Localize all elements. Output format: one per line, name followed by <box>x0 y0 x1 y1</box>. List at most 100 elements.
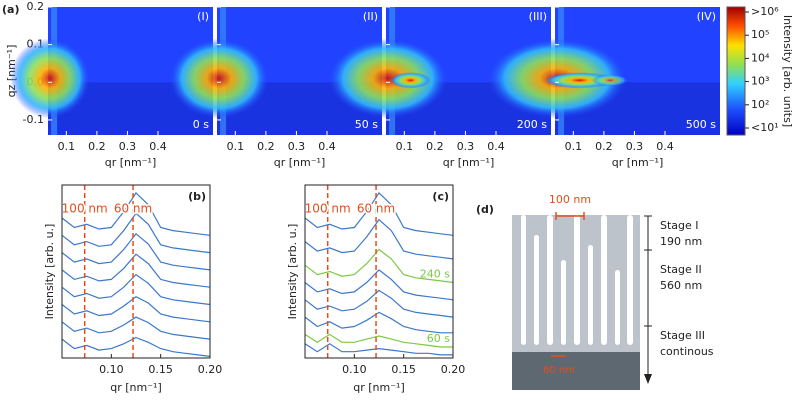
x-tick-label: 0.2 <box>595 140 613 153</box>
colorbar-label: Intensity [arb. units] <box>781 15 794 127</box>
reference-label: 60 nm <box>114 202 152 216</box>
scale-label: 60 nm <box>543 365 575 376</box>
heatmap-blob <box>328 38 448 119</box>
x-tick-label: 0.15 <box>391 363 416 376</box>
heatmap-blob <box>390 72 431 89</box>
x-tick-label: 0.3 <box>626 140 644 153</box>
heatmap-blob <box>169 38 269 119</box>
time-label: 200 s <box>517 118 547 131</box>
x-tick-label: 0.1 <box>58 140 76 153</box>
x-tick-label: 0.4 <box>318 140 336 153</box>
panel-label: (II) <box>363 10 378 23</box>
panel-label: (b) <box>188 190 206 203</box>
pore <box>615 270 620 345</box>
x-axis-label: qr [nm⁻¹] <box>353 381 405 394</box>
pore <box>588 245 593 345</box>
stage-name: Stage II <box>660 263 702 276</box>
curve <box>61 232 211 271</box>
x-axis-label: qr [nm⁻¹] <box>612 156 664 169</box>
panel-label: (III) <box>529 10 547 23</box>
curve <box>61 273 211 306</box>
x-tick-label: 0.4 <box>149 140 167 153</box>
pore <box>521 215 526 345</box>
pore <box>601 215 607 345</box>
panel-label: (I) <box>197 10 209 23</box>
x-tick-label: 0.1 <box>396 140 414 153</box>
x-axis-label: qr [nm⁻¹] <box>105 156 157 169</box>
curve <box>61 212 211 254</box>
x-tick-label: 0.15 <box>148 363 173 376</box>
reference-label: 100 nm <box>305 202 351 216</box>
x-tick-label: 0.2 <box>426 140 444 153</box>
curve <box>304 289 454 318</box>
colorbar-tick-label: 10⁴ <box>751 51 770 64</box>
x-axis-label: qr [nm⁻¹] <box>443 156 495 169</box>
x-tick-label: 0.1 <box>227 140 245 153</box>
curve <box>61 316 211 340</box>
colorbar-tick-label: <10¹ <box>751 121 779 134</box>
curve <box>304 269 454 301</box>
x-tick-label: 0.3 <box>288 140 306 153</box>
x-axis-label: qr [nm⁻¹] <box>110 381 162 394</box>
y-tick-label: 0.2 <box>27 0 45 13</box>
colorbar-tick-label: 10³ <box>751 75 769 88</box>
panel-label: (a) <box>2 3 19 16</box>
reference-label: 60 nm <box>357 202 395 216</box>
colorbar-tick-label: >10⁶ <box>751 5 779 18</box>
pore <box>534 235 539 345</box>
curve <box>304 311 453 334</box>
curve <box>304 218 454 260</box>
time-label: 0 s <box>193 118 209 131</box>
diagram: (d) 100 nm 60 nm Stage I 190 nm Stage II… <box>476 193 714 390</box>
heatmap-blob <box>10 38 90 119</box>
stage-size: continous <box>660 345 714 358</box>
time-label: 50 s <box>355 118 378 131</box>
stage-size: 190 nm <box>660 235 702 248</box>
colorbar-tick-label: 10² <box>751 98 769 111</box>
curve-label: 240 s <box>420 268 450 281</box>
y-axis-label: Intensity [arb. u.] <box>286 224 299 320</box>
x-tick-label: 0.10 <box>99 363 124 376</box>
panel-label: (c) <box>432 190 449 203</box>
curve <box>61 295 211 323</box>
x-tick-label: 0.4 <box>656 140 674 153</box>
colorbar-tick-label: 10⁵ <box>751 28 769 41</box>
plot-frame <box>304 184 454 359</box>
pore <box>561 260 566 345</box>
y-axis-label: Intensity [arb. u.] <box>43 224 56 320</box>
x-tick-label: 0.2 <box>88 140 106 153</box>
heatmap-blob <box>592 74 628 87</box>
curve <box>61 336 211 357</box>
curve <box>61 191 211 236</box>
reference-label: 100 nm <box>62 202 108 216</box>
curve <box>304 191 454 236</box>
stage-name: Stage I <box>660 219 699 232</box>
x-tick-label: 0.10 <box>342 363 367 376</box>
stage-size: 560 nm <box>660 279 702 292</box>
x-tick-label: 0.20 <box>198 363 223 376</box>
curve <box>61 253 211 288</box>
plot-frame <box>61 184 211 359</box>
x-tick-label: 0.20 <box>441 363 466 376</box>
curve <box>304 333 453 348</box>
x-tick-label: 0.3 <box>457 140 475 153</box>
pore <box>547 215 553 345</box>
x-tick-label: 0.1 <box>565 140 583 153</box>
pore <box>627 215 633 345</box>
panel-label: (IV) <box>697 10 716 23</box>
substrate <box>512 352 640 390</box>
scale-label: 100 nm <box>549 193 591 206</box>
stage-name: Stage III <box>660 329 705 342</box>
colorbar <box>726 6 746 136</box>
pore <box>574 215 580 345</box>
x-axis-label: qr [nm⁻¹] <box>274 156 326 169</box>
panel-label: (d) <box>476 203 494 216</box>
curve-label: 60 s <box>427 332 450 345</box>
curve <box>304 343 453 356</box>
time-label: 500 s <box>686 118 716 131</box>
curve <box>304 248 454 284</box>
pores <box>521 215 633 345</box>
x-tick-label: 0.2 <box>257 140 275 153</box>
arrow-head <box>644 374 652 384</box>
